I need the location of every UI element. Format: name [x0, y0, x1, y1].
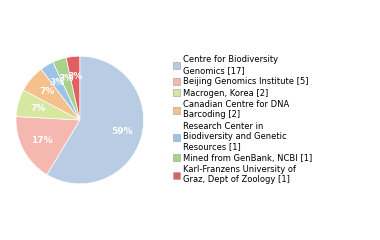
Text: 7%: 7% — [30, 104, 46, 113]
Text: 3%: 3% — [58, 74, 74, 83]
Wedge shape — [66, 56, 80, 120]
Wedge shape — [53, 58, 80, 120]
Wedge shape — [16, 117, 80, 175]
Text: 3%: 3% — [50, 78, 65, 87]
Wedge shape — [47, 56, 144, 184]
Text: 17%: 17% — [31, 136, 52, 145]
Wedge shape — [16, 90, 80, 120]
Text: 3%: 3% — [68, 72, 83, 81]
Text: 7%: 7% — [39, 87, 54, 96]
Wedge shape — [41, 62, 80, 120]
Legend: Centre for Biodiversity
Genomics [17], Beijing Genomics Institute [5], Macrogen,: Centre for Biodiversity Genomics [17], B… — [172, 55, 314, 185]
Wedge shape — [24, 69, 80, 120]
Text: 59%: 59% — [111, 127, 133, 136]
